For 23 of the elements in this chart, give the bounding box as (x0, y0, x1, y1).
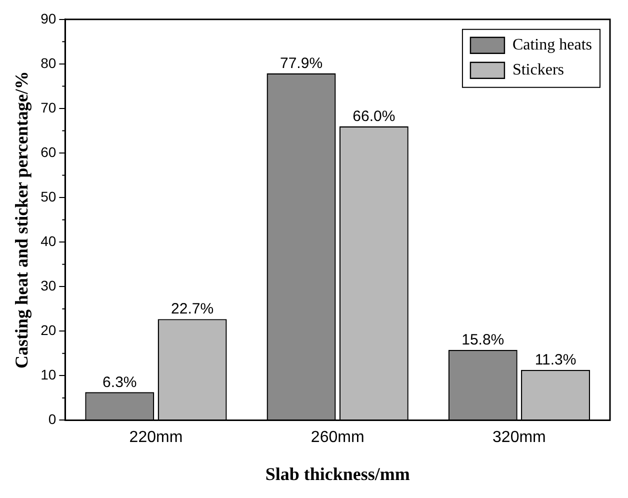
data-label: 11.3% (534, 352, 576, 369)
y-tick-label: 50 (40, 188, 56, 204)
y-tick-label: 60 (40, 144, 56, 160)
data-label: 22.7% (171, 300, 214, 318)
y-tick-label: 70 (40, 99, 56, 116)
data-label: 66.0% (352, 108, 396, 125)
y-tick-label: 20 (40, 322, 56, 338)
legend-label: Cating heats (512, 36, 592, 54)
x-axis-title: Slab thickness/mm (265, 464, 410, 484)
y-tick-label: 30 (40, 277, 56, 294)
y-tick-label: 80 (40, 54, 56, 71)
data-label: 6.3% (102, 374, 137, 391)
y-tick-label: 10 (40, 366, 56, 383)
y-axis-title: Casting heat and sticker percentage/% (11, 71, 32, 368)
y-tick-label: 90 (40, 10, 56, 26)
x-tick-label: 320mm (492, 429, 546, 446)
x-tick-label: 220mm (129, 429, 183, 446)
x-tick-label: 260mm (310, 429, 364, 446)
y-tick-label: 0 (48, 411, 56, 428)
data-label: 15.8% (462, 331, 504, 348)
y-tick-label: 40 (40, 232, 56, 249)
data-label: 77.9% (280, 54, 323, 72)
legend-label: Stickers (512, 62, 564, 79)
